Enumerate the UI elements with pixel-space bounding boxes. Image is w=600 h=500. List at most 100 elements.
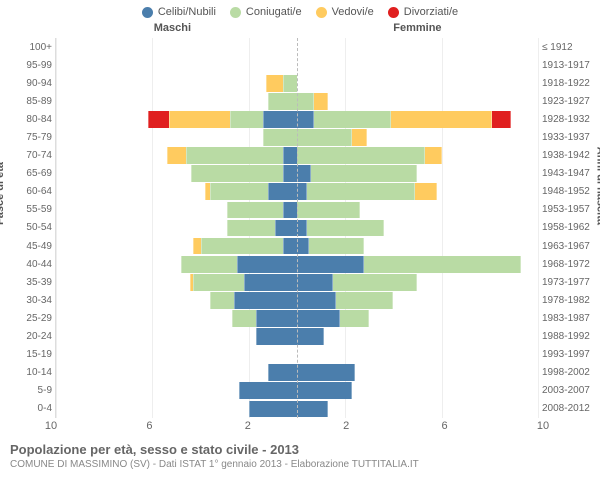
female-bar: [297, 220, 538, 237]
male-bar: [56, 364, 297, 381]
segment-single: [297, 310, 340, 327]
x-axis: 10622610: [0, 418, 600, 434]
y-axis-title-left: Fasce di età: [0, 162, 6, 225]
birth-year-label: 1978-1982: [539, 291, 596, 309]
header-female: Femmine: [290, 22, 545, 34]
segment-single: [256, 328, 297, 345]
birth-year-label: 2003-2007: [539, 382, 596, 400]
x-tick: 10: [537, 420, 549, 432]
age-label: 15-19: [4, 346, 55, 364]
segment-single: [283, 147, 297, 164]
male-bar: [56, 111, 297, 128]
segment-married: [268, 93, 297, 110]
male-bar: [56, 93, 297, 110]
segment-married: [283, 75, 297, 92]
male-bar: [56, 165, 297, 182]
legend-item: Divorziati/e: [388, 6, 458, 18]
female-bar: [297, 328, 538, 345]
segment-married: [227, 202, 282, 219]
segment-married: [227, 220, 275, 237]
age-label: 0-4: [4, 400, 55, 418]
segment-married: [230, 111, 264, 128]
population-pyramid: 100+95-9990-9485-8980-8475-7970-7465-696…: [0, 38, 600, 418]
male-bar: [56, 39, 297, 56]
segment-single: [275, 220, 297, 237]
segment-single: [249, 401, 297, 418]
age-label: 100+: [4, 38, 55, 56]
segment-married: [232, 310, 256, 327]
birth-year-label: 1973-1977: [539, 273, 596, 291]
female-bar: [297, 256, 538, 273]
segment-married: [364, 256, 521, 273]
segment-divorced: [148, 111, 170, 128]
birth-year-label: 1988-1992: [539, 328, 596, 346]
segment-married: [333, 274, 417, 291]
legend-label: Coniugati/e: [246, 6, 302, 18]
male-bar: [56, 382, 297, 399]
segment-married: [297, 93, 314, 110]
male-bar: [56, 57, 297, 74]
age-label: 70-74: [4, 147, 55, 165]
female-bar: [297, 165, 538, 182]
segment-widowed: [425, 147, 442, 164]
segment-single: [237, 256, 297, 273]
female-bar: [297, 202, 538, 219]
segment-married: [193, 274, 244, 291]
x-tick: 6: [146, 420, 152, 432]
birth-year-label: 1943-1947: [539, 165, 596, 183]
age-label: 65-69: [4, 165, 55, 183]
segment-single: [244, 274, 297, 291]
birth-year-labels: ≤ 19121913-19171918-19221923-19271928-19…: [539, 38, 596, 418]
segment-single: [256, 310, 297, 327]
birth-year-label: 1923-1927: [539, 92, 596, 110]
x-tick: 10: [45, 420, 57, 432]
female-bar: [297, 310, 538, 327]
male-bar: [56, 256, 297, 273]
female-bar: [297, 111, 538, 128]
legend-swatch: [316, 7, 327, 18]
segment-single: [297, 364, 355, 381]
legend-item: Coniugati/e: [230, 6, 302, 18]
segment-single: [297, 382, 352, 399]
segment-married: [297, 147, 425, 164]
segment-single: [268, 364, 297, 381]
age-label: 45-49: [4, 237, 55, 255]
birth-year-label: 1918-1922: [539, 74, 596, 92]
male-bar: [56, 328, 297, 345]
segment-single: [297, 274, 333, 291]
segment-married: [307, 183, 415, 200]
female-bar: [297, 183, 538, 200]
female-bar: [297, 57, 538, 74]
birth-year-label: 1948-1952: [539, 183, 596, 201]
age-label: 75-79: [4, 128, 55, 146]
segment-single: [297, 328, 324, 345]
female-bar: [297, 346, 538, 363]
segment-married: [314, 111, 391, 128]
male-bar: [56, 75, 297, 92]
y-axis-title-right: Anni di nascita: [594, 147, 600, 225]
birth-year-label: ≤ 1912: [539, 38, 596, 56]
birth-year-label: 1993-1997: [539, 346, 596, 364]
legend-item: Celibi/Nubili: [142, 6, 216, 18]
age-label: 50-54: [4, 219, 55, 237]
age-group-labels: 100+95-9990-9485-8980-8475-7970-7465-696…: [4, 38, 55, 418]
segment-single: [297, 292, 336, 309]
age-label: 30-34: [4, 291, 55, 309]
segment-single: [297, 111, 314, 128]
segment-married: [210, 183, 268, 200]
segment-married: [336, 292, 394, 309]
plot-area: [55, 38, 539, 418]
x-axis-ticks: 10622610: [51, 420, 543, 434]
male-bar: [56, 274, 297, 291]
segment-married: [263, 129, 297, 146]
segment-single: [239, 382, 297, 399]
female-bar: [297, 75, 538, 92]
age-label: 60-64: [4, 183, 55, 201]
female-bar: [297, 382, 538, 399]
segment-divorced: [492, 111, 511, 128]
column-headers: Maschi Femmine: [0, 20, 600, 38]
legend-swatch: [230, 7, 241, 18]
segment-married: [191, 165, 283, 182]
segment-married: [181, 256, 236, 273]
chart-footer: Popolazione per età, sesso e stato civil…: [0, 434, 600, 470]
